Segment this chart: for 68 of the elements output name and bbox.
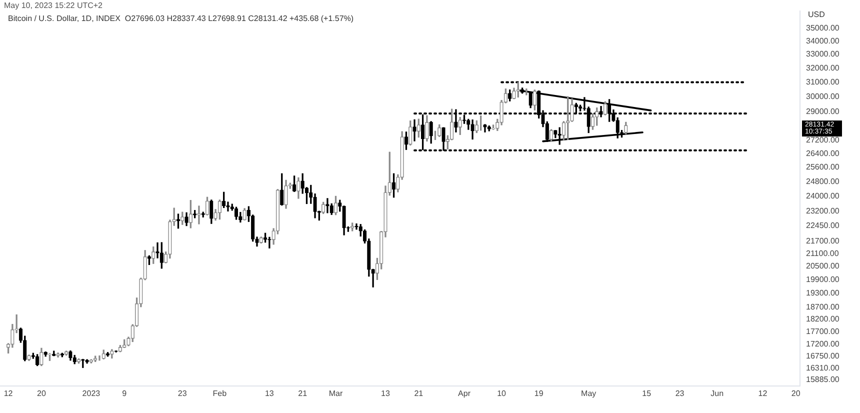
y-tick-label: 18700.00 — [806, 302, 840, 312]
y-tick-label: 23200.00 — [806, 206, 840, 216]
chart-title: Bitcoin / U.S. Dollar, 1D, INDEX O27696.03 H28337.43 L27698.91 C28131.42 +435.68 (+1.57%) — [8, 14, 354, 23]
candlestick — [218, 200, 222, 220]
y-tick-label: 29000.00 — [806, 107, 840, 116]
candlestick — [354, 223, 358, 230]
x-tick-label: 21 — [298, 389, 308, 398]
x-tick-label: 13 — [381, 389, 390, 398]
x-tick-label: 2023 — [82, 389, 101, 398]
x-tick-label: 12 — [4, 389, 14, 398]
y-tick-label: 17700.00 — [806, 326, 840, 336]
y-tick-label: 15885.00 — [806, 375, 840, 384]
candlestick — [532, 90, 537, 110]
y-tick-label: 17200.00 — [806, 340, 840, 349]
y-tick-label: 21700.00 — [806, 236, 840, 246]
candlestick — [321, 202, 326, 214]
x-tick-label: 21 — [414, 389, 424, 398]
x-tick-label: Mar — [328, 389, 343, 398]
x-tick-label: 12 — [758, 389, 768, 398]
candlestick — [89, 359, 94, 364]
candlestick — [292, 176, 296, 192]
candlestick — [392, 173, 396, 198]
chart-subtitle: May 10, 2023 15:22 UTC+2 — [4, 1, 103, 10]
y-tick-label: 27200.00 — [806, 136, 840, 145]
y-tick-label: 24800.00 — [806, 176, 840, 186]
x-tick-label: 23 — [178, 389, 188, 398]
candlestick — [549, 129, 554, 142]
y-tick-label: 31000.00 — [806, 77, 840, 86]
y-tick-label: 26400.00 — [806, 148, 840, 158]
x-tick-label: Apr — [458, 389, 471, 398]
y-tick-label: 18200.00 — [806, 314, 840, 324]
y-tick-label: 24000.00 — [806, 191, 840, 200]
candlestick — [48, 353, 52, 361]
y-axis-title: USD — [808, 10, 826, 20]
y-tick-label: 32000.00 — [806, 63, 840, 72]
y-tick-label: 19300.00 — [806, 288, 840, 298]
x-tick-label: 9 — [122, 389, 128, 398]
x-tick-label: 23 — [675, 389, 685, 398]
candlestick — [176, 214, 180, 229]
x-tick-label: 10 — [497, 389, 507, 398]
y-tick-label: 30000.00 — [806, 92, 840, 102]
candlestick — [205, 196, 210, 216]
x-tick-label: 19 — [534, 389, 544, 398]
candlestick — [147, 255, 152, 265]
x-tick-label: 20 — [791, 389, 801, 398]
x-tick-label: May — [581, 389, 596, 398]
y-tick-label: 35000.00 — [806, 23, 840, 32]
y-tick-label: 22450.00 — [806, 221, 840, 230]
x-tick-label: 15 — [642, 389, 652, 398]
y-tick-label: 16750.00 — [806, 352, 840, 361]
candlestick — [106, 352, 110, 357]
y-tick-label: 33000.00 — [806, 50, 840, 59]
candlestick — [76, 358, 81, 364]
candlestick — [334, 196, 338, 216]
candlestick — [412, 119, 416, 142]
candlestick — [234, 206, 238, 220]
x-tick-label: 20 — [37, 389, 46, 398]
y-tick-label: 21100.00 — [806, 248, 840, 258]
y-tick-label: 16310.00 — [806, 363, 840, 372]
x-tick-label: 13 — [264, 389, 274, 398]
y-tick-label: 19900.00 — [806, 274, 840, 284]
candlestick — [35, 354, 40, 366]
y-tick-label: 34000.00 — [806, 36, 840, 46]
x-tick-label: Jun — [710, 389, 724, 398]
y-tick-label: 25600.00 — [806, 162, 840, 172]
y-tick-label: 20500.00 — [806, 262, 840, 271]
candlestick — [404, 132, 408, 150]
x-tick-label: Feb — [212, 389, 228, 398]
